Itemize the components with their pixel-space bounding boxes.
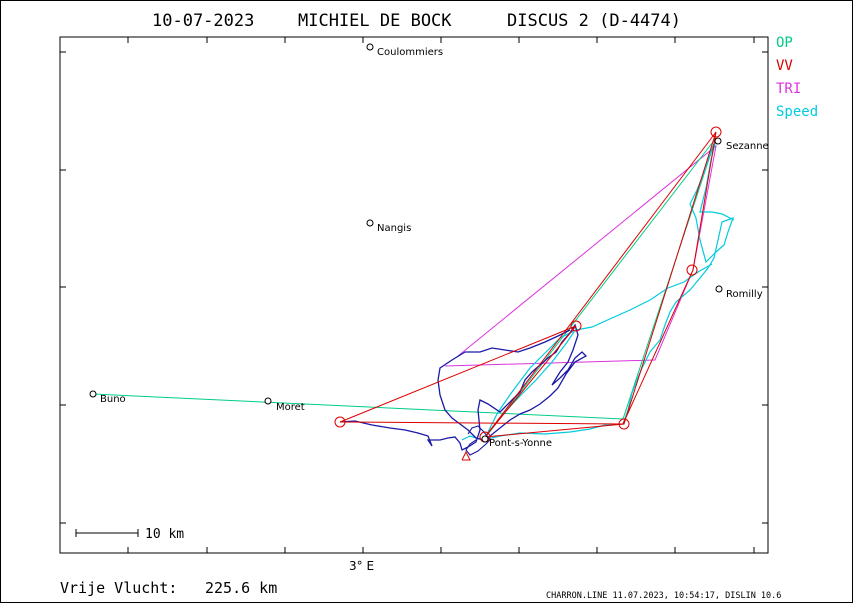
turnpoint-circle [618, 418, 630, 430]
legend-tri: TRI [776, 81, 801, 97]
town-label-nangis: Nangis [377, 223, 411, 234]
axis-ticks [60, 37, 768, 553]
vv-route-2 [484, 131, 717, 438]
result-label: Vrije Vlucht: [60, 579, 177, 597]
town-marker [481, 435, 489, 443]
town-label-moret: Moret [276, 402, 305, 413]
gps-track [339, 323, 588, 451]
gps-track-2 [465, 425, 491, 456]
town-marker [366, 219, 374, 227]
turnpoint-circle [686, 264, 698, 276]
legend-vv: VV [776, 58, 793, 74]
vv-start-triangle [461, 450, 471, 461]
title-glider: DISCUS 2 (D-4474) [507, 11, 681, 31]
turnpoint-circle [334, 416, 346, 428]
result-value: 225.6 km [205, 579, 277, 597]
turnpoint-circle [710, 126, 722, 138]
town-marker [715, 285, 723, 293]
plot-border [59, 36, 769, 554]
scale-bar-label: 10 km [145, 527, 184, 542]
footer-credit: CHARRON.LINE 11.07.2023, 10:54:17, DISLI… [546, 591, 781, 601]
scale-bar [75, 529, 139, 537]
vv-route [339, 131, 717, 438]
speed-track-2 [484, 263, 713, 439]
town-label-coulommiers: Coulommiers [377, 47, 443, 58]
town-label-romilly: Romilly [726, 289, 763, 300]
town-label-buno: Buno [100, 394, 126, 405]
town-marker [264, 397, 272, 405]
town-marker [366, 43, 374, 51]
town-label-sezanne: Sezanne [726, 141, 769, 152]
op-route [92, 137, 717, 439]
title-date: 10-07-2023 [152, 11, 254, 31]
tri-route [444, 144, 717, 367]
town-marker [89, 390, 97, 398]
legend-op: OP [776, 35, 793, 51]
town-label-pont-s-yonne: Pont-s-Yonne [489, 438, 552, 449]
legend-speed: Speed [776, 104, 818, 120]
town-marker [714, 137, 722, 145]
town-markers [89, 43, 723, 443]
x-tick-label-3e: 3° E [349, 559, 374, 573]
turnpoint-circle [570, 320, 582, 332]
turnpoints [334, 126, 722, 443]
title-pilot: MICHIEL DE BOCK [298, 11, 452, 31]
